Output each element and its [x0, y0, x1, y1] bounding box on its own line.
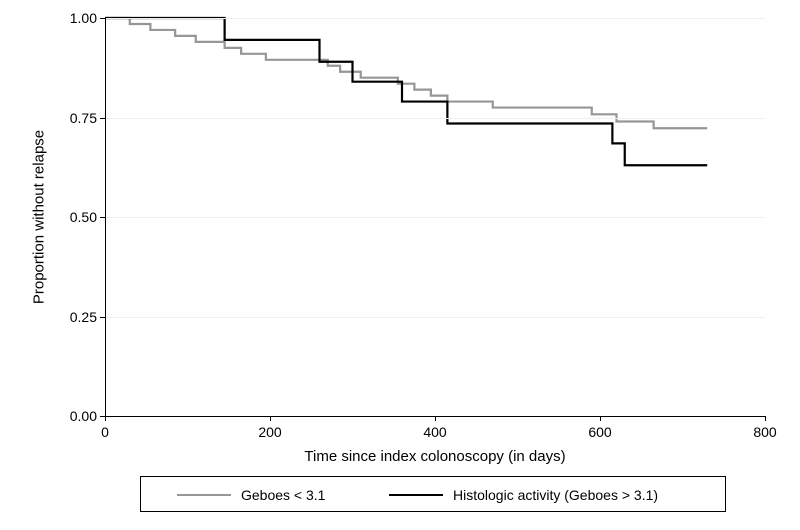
- legend-swatch: [389, 494, 443, 496]
- x-axis-line: [105, 416, 765, 417]
- legend-item: Histologic activity (Geboes > 3.1): [389, 487, 658, 503]
- x-tick-label: 200: [258, 424, 281, 440]
- y-tick-label: 0.25: [70, 309, 97, 325]
- gridline: [105, 118, 765, 119]
- y-tick-label: 0.75: [70, 110, 97, 126]
- legend-label: Geboes < 3.1: [241, 487, 325, 503]
- x-tick-label: 800: [753, 424, 776, 440]
- x-tick-label: 600: [588, 424, 611, 440]
- gridline: [105, 317, 765, 318]
- series-line: [105, 18, 707, 128]
- legend-swatch: [177, 494, 231, 496]
- legend: Geboes < 3.1 Histologic activity (Geboes …: [140, 476, 726, 512]
- legend-label: Histologic activity (Geboes > 3.1): [453, 487, 658, 503]
- y-tick-label: 0.00: [70, 408, 97, 424]
- legend-item: Geboes < 3.1: [177, 487, 325, 503]
- gridline: [105, 217, 765, 218]
- y-tick-label: 0.50: [70, 209, 97, 225]
- x-tick-label: 0: [101, 424, 109, 440]
- y-tick-label: 1.00: [70, 10, 97, 26]
- y-axis-line: [105, 18, 106, 416]
- x-axis-title: Time since index colonoscopy (in days): [304, 448, 565, 465]
- plot-area: [105, 18, 765, 416]
- x-tick: [765, 416, 766, 421]
- x-tick-label: 400: [423, 424, 446, 440]
- gridline: [105, 18, 765, 19]
- y-axis-title: Proportion without relapse: [31, 130, 48, 304]
